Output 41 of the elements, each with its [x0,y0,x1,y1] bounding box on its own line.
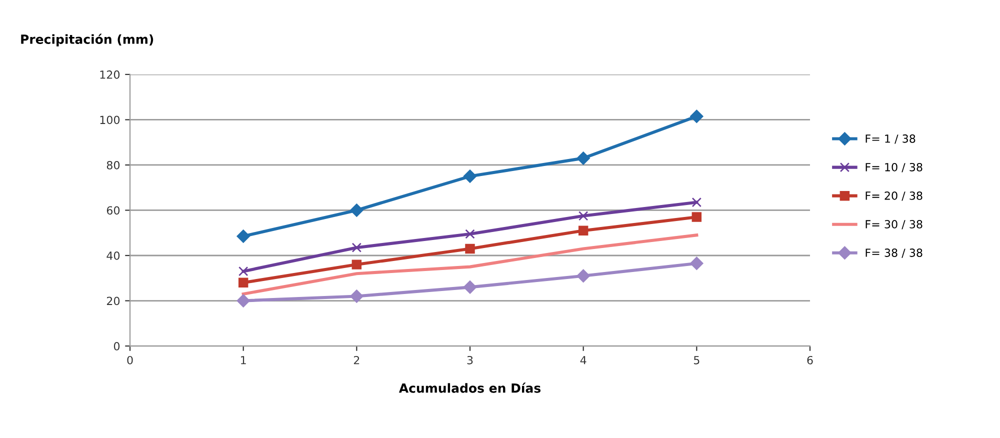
y-tick-label: 20 [106,296,120,306]
y-tick-label: 100 [100,116,120,124]
y-tick-label: 60 [106,206,120,215]
x-axis-title: Acumulados en Días [398,382,541,393]
y-tick-label: 0 [114,342,120,350]
x-tick-label: 6 [807,356,813,364]
point [576,152,590,165]
point [238,278,248,288]
point [238,266,248,276]
y-tick-label: 40 [106,251,120,260]
legend-label: F= 38 / 38 [866,248,922,258]
legend-label: F= 30 / 38 [866,220,922,230]
legend-label: F= 20 / 38 [866,191,922,201]
y-tick-label: 80 [106,160,120,170]
point [236,294,250,308]
legend-label: F= 1 / 38 [866,134,916,144]
point [692,212,702,222]
x-tick-label: 3 [467,356,473,364]
point [352,242,362,252]
x-tick-label: 0 [127,356,133,364]
x-tick-label: 1 [241,356,246,364]
x-tick-label: 2 [354,356,360,364]
point [576,269,590,282]
point [578,211,588,221]
point [692,197,702,208]
point [236,230,250,243]
point [690,256,704,270]
point [465,244,475,254]
point [690,110,704,123]
point [350,204,364,217]
y-axis-title: Precipitación (mm) [21,34,154,46]
point [578,226,588,236]
point [352,260,362,270]
legend-label: F= 10 / 38 [866,162,922,172]
point [465,229,475,239]
x-tick-label: 4 [580,356,586,364]
point [463,280,477,294]
point [350,290,364,303]
point [463,170,477,183]
y-tick-label: 120 [100,70,120,79]
x-tick-label: 5 [694,356,700,364]
